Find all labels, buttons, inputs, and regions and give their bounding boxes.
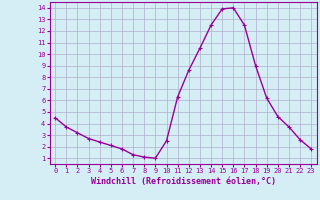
X-axis label: Windchill (Refroidissement éolien,°C): Windchill (Refroidissement éolien,°C) — [91, 177, 276, 186]
